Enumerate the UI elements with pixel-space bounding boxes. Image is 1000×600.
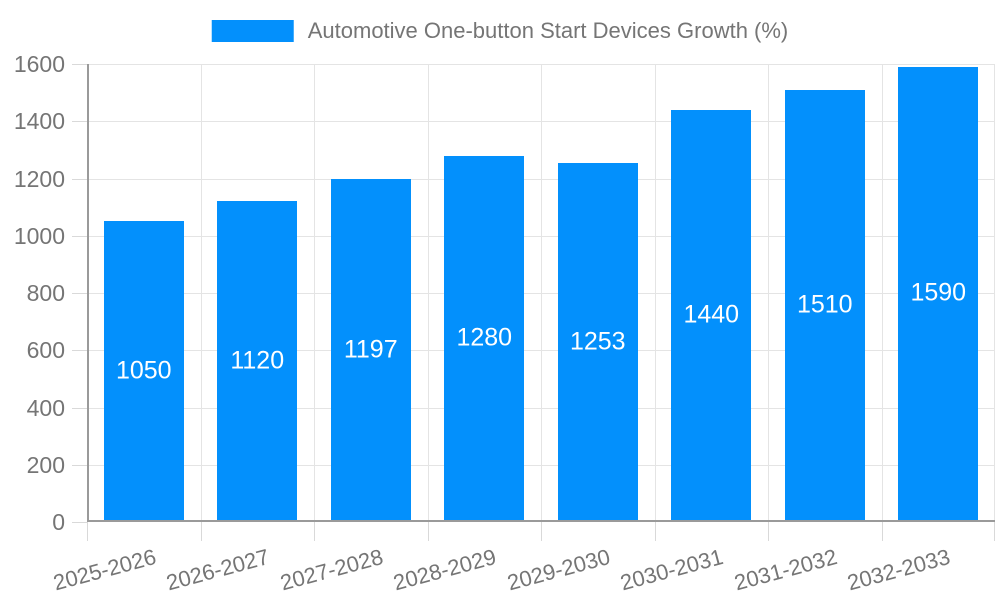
y-axis-tick — [72, 522, 87, 523]
bar: 1120 — [217, 201, 298, 520]
x-axis-tick — [881, 522, 883, 541]
y-axis-tick — [72, 350, 87, 352]
x-axis-label: 2028-2029 — [390, 544, 499, 596]
x-gridline — [768, 64, 769, 522]
y-axis-tick — [72, 235, 87, 237]
y-axis-label: 600 — [26, 337, 65, 364]
bar: 1590 — [898, 66, 979, 520]
y-axis-label: 0 — [52, 509, 65, 535]
legend: Automotive One-button Start Devices Grow… — [211, 18, 789, 44]
x-axis-tick — [427, 522, 429, 541]
bar-value-label: 1197 — [343, 335, 398, 364]
x-axis-tick — [87, 522, 88, 541]
bar: 1280 — [444, 155, 525, 520]
legend-label: Automotive One-button Start Devices Grow… — [307, 18, 789, 43]
x-gridline — [200, 64, 202, 522]
x-gridline — [541, 64, 542, 522]
y-axis-label: 1600 — [13, 51, 65, 77]
y-axis-label: 400 — [26, 394, 65, 421]
x-axis-label: 2031-2032 — [731, 544, 840, 596]
x-axis-label: 2029-2030 — [504, 544, 613, 596]
y-axis-tick — [72, 121, 87, 123]
bar: 1050 — [103, 221, 184, 520]
x-axis-label: 2032-2033 — [844, 544, 953, 596]
y-axis-label: 1000 — [13, 222, 65, 249]
y-axis-tick — [72, 64, 87, 65]
x-gridline — [314, 64, 315, 522]
x-axis-tick — [200, 522, 202, 541]
x-axis-label: 2026-2027 — [163, 544, 272, 596]
bar-value-label: 1440 — [683, 300, 740, 329]
x-gridline — [994, 64, 995, 522]
bar-value-label: 1280 — [456, 323, 513, 352]
bar-value-label: 1510 — [796, 290, 853, 319]
x-axis-tick — [314, 522, 315, 541]
bar: 1253 — [557, 163, 638, 520]
plot-area: 0 200 400 600 800 1000 1200 1400 1600 1050 2025-20… — [14, 52, 995, 595]
y-axis-tick — [72, 464, 87, 466]
x-axis-line — [87, 520, 995, 522]
y-axis-label: 1200 — [13, 165, 65, 192]
x-axis-tick — [768, 522, 769, 541]
bar: 1440 — [671, 109, 752, 520]
y-axis-tick — [72, 293, 87, 294]
bar-value-label: 1050 — [115, 356, 172, 385]
legend-swatch — [211, 20, 294, 42]
y-axis-tick — [72, 178, 87, 180]
bar-value-label: 1590 — [910, 278, 967, 307]
y-axis-label: 800 — [26, 280, 65, 306]
x-axis-label: 2027-2028 — [277, 544, 386, 596]
x-axis-label: 2025-2026 — [50, 544, 159, 596]
y-axis-line — [87, 64, 89, 522]
bar-value-label: 1253 — [569, 327, 626, 356]
bar: 1510 — [784, 89, 865, 520]
x-gridline — [881, 64, 883, 522]
x-gridline — [654, 64, 656, 522]
bar: 1197 — [330, 179, 411, 520]
x-axis-tick — [654, 522, 656, 541]
x-axis-label: 2030-2031 — [617, 544, 726, 596]
y-axis-label: 1400 — [13, 108, 65, 135]
x-axis-tick — [541, 522, 542, 541]
x-gridline — [427, 64, 429, 522]
bar-value-label: 1120 — [230, 346, 285, 375]
y-axis-label: 200 — [26, 451, 65, 478]
x-axis-tick — [994, 522, 995, 541]
y-axis-tick — [72, 407, 87, 409]
